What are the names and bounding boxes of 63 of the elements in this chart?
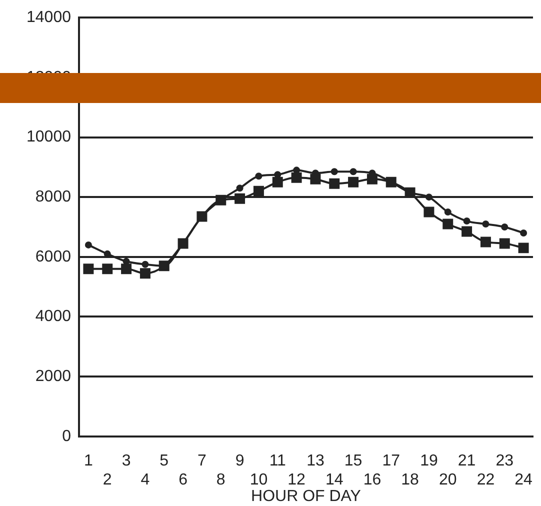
point xyxy=(442,218,454,230)
point xyxy=(272,176,283,188)
x-tick-label: 17 xyxy=(382,452,400,470)
x-tick-label: 21 xyxy=(458,452,476,470)
x-tick-label: 1 xyxy=(84,452,94,470)
y-tick-label: 8000 xyxy=(35,188,72,206)
point xyxy=(463,218,470,225)
point xyxy=(102,264,113,274)
x-tick-label: 9 xyxy=(235,452,244,470)
x-tick-label: 6 xyxy=(178,472,188,489)
point xyxy=(518,242,529,254)
y-tick-label: 10000 xyxy=(26,128,72,146)
point xyxy=(366,174,378,184)
x-tick-label: 22 xyxy=(476,472,495,489)
point xyxy=(348,176,359,188)
point xyxy=(253,186,264,196)
x-tick-label: 13 xyxy=(306,452,324,470)
x-tick-label: 19 xyxy=(420,452,438,470)
point xyxy=(84,241,92,248)
y-tick-label: 0 xyxy=(62,428,72,445)
x-axis-title: HOUR OF DAY xyxy=(251,488,362,505)
point xyxy=(444,208,452,216)
point xyxy=(236,184,244,192)
x-tick-label: 2 xyxy=(102,472,112,489)
x-tick-label: 24 xyxy=(514,472,533,489)
point xyxy=(83,264,94,274)
point xyxy=(142,260,149,268)
point xyxy=(122,258,130,265)
x-tick-label: 10 xyxy=(250,472,268,489)
x-tick-label: 15 xyxy=(344,452,362,470)
point xyxy=(482,220,490,228)
point xyxy=(462,226,472,237)
y-tick-label: 2000 xyxy=(35,368,72,385)
x-tick-label: 18 xyxy=(401,472,420,489)
point xyxy=(310,174,321,184)
y-tick-label: 4000 xyxy=(35,308,72,326)
point xyxy=(350,168,357,176)
point xyxy=(425,194,432,201)
y-tick-label: 14000 xyxy=(26,9,72,26)
point xyxy=(520,229,528,236)
x-tick-label: 5 xyxy=(160,452,169,470)
x-tick-label: 14 xyxy=(325,472,344,489)
point xyxy=(330,168,338,176)
y-tick-label: 6000 xyxy=(35,248,72,266)
point xyxy=(121,264,132,274)
x-tick-label: 11 xyxy=(269,452,286,470)
point xyxy=(424,206,434,218)
x-tick-label: 16 xyxy=(363,472,382,489)
point xyxy=(234,193,246,204)
x-tick-label: 23 xyxy=(496,452,514,470)
x-tick-label: 12 xyxy=(288,472,306,489)
point xyxy=(499,238,510,249)
x-tick-label: 8 xyxy=(216,472,226,489)
x-tick-label: 7 xyxy=(198,452,207,470)
point xyxy=(329,178,340,189)
point xyxy=(140,268,150,279)
point xyxy=(480,236,491,248)
point xyxy=(501,224,508,230)
x-tick-label: 3 xyxy=(122,452,131,470)
x-tick-label: 20 xyxy=(438,472,457,489)
point xyxy=(255,172,262,180)
x-tick-label: 4 xyxy=(140,472,150,489)
point xyxy=(291,172,302,183)
